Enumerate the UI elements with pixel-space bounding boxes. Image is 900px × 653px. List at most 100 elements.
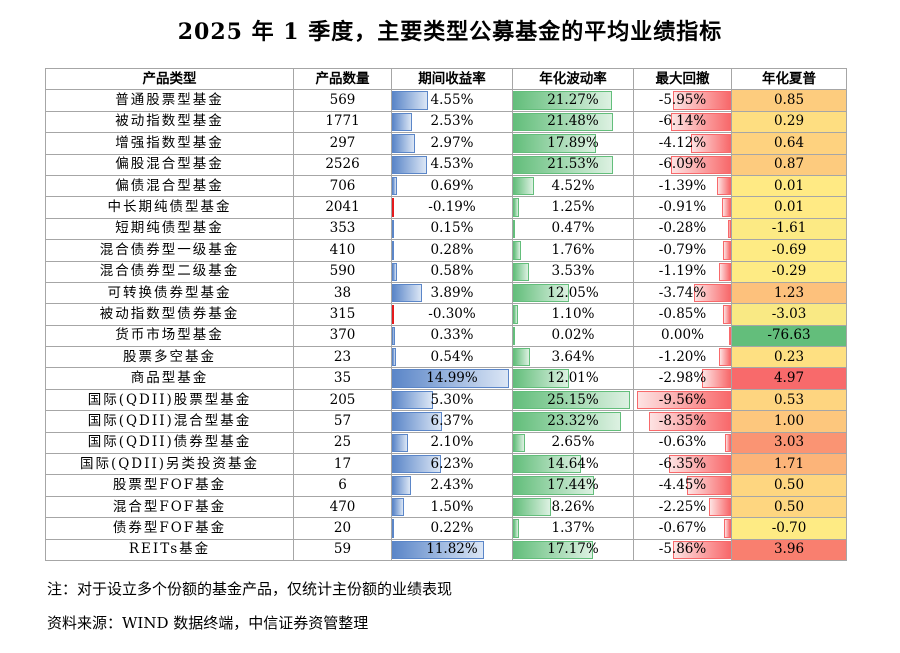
annual-volatility-value: 23.32%: [547, 412, 599, 429]
annual-volatility-cell: 25.15%: [512, 388, 634, 412]
max-drawdown-value: -0.79%: [658, 241, 707, 258]
period-return-value: 0.33%: [430, 327, 474, 344]
table-row: 国际(QDII)另类投资基金 17 6.23% 14.64% -6.35% 1.71: [45, 453, 847, 476]
period-return-value: 14.99%: [426, 370, 478, 387]
max-drawdown-databar: [708, 497, 731, 517]
period-return-value: 0.22%: [430, 519, 474, 536]
max-drawdown-cell: -2.98%: [633, 367, 732, 390]
max-drawdown-value: -2.25%: [658, 498, 707, 515]
period-return-cell: 0.22%: [391, 517, 513, 540]
max-drawdown-value: -6.14%: [658, 113, 707, 130]
annual-volatility-databar: [513, 219, 516, 239]
period-return-value: 5.30%: [430, 391, 474, 408]
annual-volatility-cell: 1.37%: [512, 517, 634, 540]
table-row: 股票型FOF基金 6 2.43% 17.44% -4.45% 0.50: [45, 474, 847, 497]
period-return-value: 4.53%: [430, 156, 474, 173]
annual-volatility-value: 25.15%: [547, 391, 599, 408]
period-return-databar: [392, 134, 416, 153]
annual-volatility-databar: [513, 476, 595, 495]
max-drawdown-databar: [670, 112, 731, 132]
annual-volatility-cell: 2.65%: [512, 431, 634, 455]
max-drawdown-databar: [729, 326, 731, 346]
product-count-cell: 470: [293, 495, 392, 519]
period-return-cell: 6.23%: [391, 453, 513, 476]
period-return-value: 2.97%: [430, 134, 474, 151]
product-type-cell: REITs基金: [45, 538, 294, 561]
annual-volatility-value: 4.52%: [551, 177, 595, 194]
max-drawdown-cell: -2.25%: [633, 495, 732, 519]
max-drawdown-cell: 0.00%: [633, 324, 732, 348]
annual-volatility-databar: [513, 305, 519, 324]
product-type-cell: 偏股混合型基金: [45, 153, 294, 176]
period-return-cell: 4.53%: [391, 153, 513, 176]
product-count-cell: 569: [293, 89, 392, 112]
period-return-databar: [392, 455, 441, 474]
annual-sharpe-cell: 0.01: [731, 174, 847, 198]
annual-sharpe-cell: 1.71: [731, 453, 847, 476]
period-return-value: 0.58%: [430, 263, 474, 280]
product-count-cell: 23: [293, 346, 392, 369]
max-drawdown-value: 0.00%: [661, 327, 704, 344]
period-return-cell: 3.89%: [391, 281, 513, 305]
product-type-cell: 国际(QDII)混合型基金: [45, 410, 294, 433]
annual-volatility-databar: [513, 91, 612, 110]
annual-sharpe-cell: 0.29: [731, 110, 847, 134]
header-annual-sharpe: 年化夏普: [731, 67, 847, 91]
annual-sharpe-cell: 0.87: [731, 153, 847, 176]
period-return-value: 0.54%: [430, 348, 474, 365]
table-row: 普通股票型基金 569 4.55% 21.27% -5.95% 0.85: [45, 89, 847, 112]
max-drawdown-value: -0.85%: [658, 305, 707, 322]
period-return-databar: [392, 198, 394, 217]
max-drawdown-value: -5.95%: [658, 92, 707, 109]
period-return-databar: [392, 326, 395, 346]
max-drawdown-databar: [719, 262, 731, 281]
period-return-databar: [392, 519, 394, 538]
table-row: 短期纯债型基金 353 0.15% 0.47% -0.28% -1.61: [45, 217, 847, 241]
max-drawdown-databar: [724, 433, 731, 453]
annual-volatility-cell: 23.32%: [512, 410, 634, 433]
product-type-cell: 国际(QDII)股票型基金: [45, 388, 294, 412]
annual-volatility-value: 17.17%: [547, 541, 599, 558]
period-return-cell: 2.97%: [391, 132, 513, 155]
annual-volatility-databar: [513, 497, 552, 517]
product-type-cell: 国际(QDII)另类投资基金: [45, 453, 294, 476]
annual-volatility-value: 17.44%: [547, 477, 599, 494]
max-drawdown-value: -2.98%: [658, 370, 707, 387]
annual-sharpe-cell: 0.23: [731, 346, 847, 369]
max-drawdown-cell: -0.67%: [633, 517, 732, 540]
annual-volatility-cell: 21.27%: [512, 89, 634, 112]
period-return-databar: [392, 412, 442, 431]
max-drawdown-databar: [672, 91, 731, 110]
annual-volatility-databar: [513, 262, 530, 281]
product-type-cell: 混合债券型一级基金: [45, 239, 294, 262]
annual-volatility-databar: [513, 348, 530, 367]
header-max-drawdown: 最大回撤: [633, 67, 732, 91]
period-return-databar: [392, 433, 409, 453]
product-type-cell: 被动指数型基金: [45, 110, 294, 134]
period-return-databar: [392, 219, 394, 239]
annual-sharpe-cell: -3.03: [731, 303, 847, 326]
period-return-value: 2.43%: [430, 477, 474, 494]
period-return-value: -0.19%: [428, 199, 476, 216]
period-return-value: 6.23%: [430, 455, 474, 472]
annual-sharpe-cell: 1.23: [731, 281, 847, 305]
max-drawdown-value: -0.67%: [658, 519, 707, 536]
max-drawdown-databar: [648, 412, 731, 431]
period-return-value: 1.50%: [430, 498, 474, 515]
annual-volatility-cell: 1.76%: [512, 239, 634, 262]
max-drawdown-databar: [723, 241, 731, 260]
period-return-databar: [392, 369, 509, 388]
max-drawdown-cell: -8.35%: [633, 410, 732, 433]
product-count-cell: 57: [293, 410, 392, 433]
max-drawdown-databar: [728, 219, 731, 239]
annual-volatility-value: 0.02%: [551, 327, 595, 344]
product-count-cell: 410: [293, 239, 392, 262]
max-drawdown-cell: -0.85%: [633, 303, 732, 326]
max-drawdown-databar: [724, 519, 731, 538]
max-drawdown-cell: -1.20%: [633, 346, 732, 369]
footnote: 注：对于设立多个份额的基金产品，仅统计主份额的业绩表现: [47, 580, 453, 598]
period-return-value: 0.69%: [430, 177, 474, 194]
period-return-value: 2.53%: [430, 113, 474, 130]
max-drawdown-cell: -1.39%: [633, 174, 732, 198]
period-return-databar: [392, 348, 397, 367]
